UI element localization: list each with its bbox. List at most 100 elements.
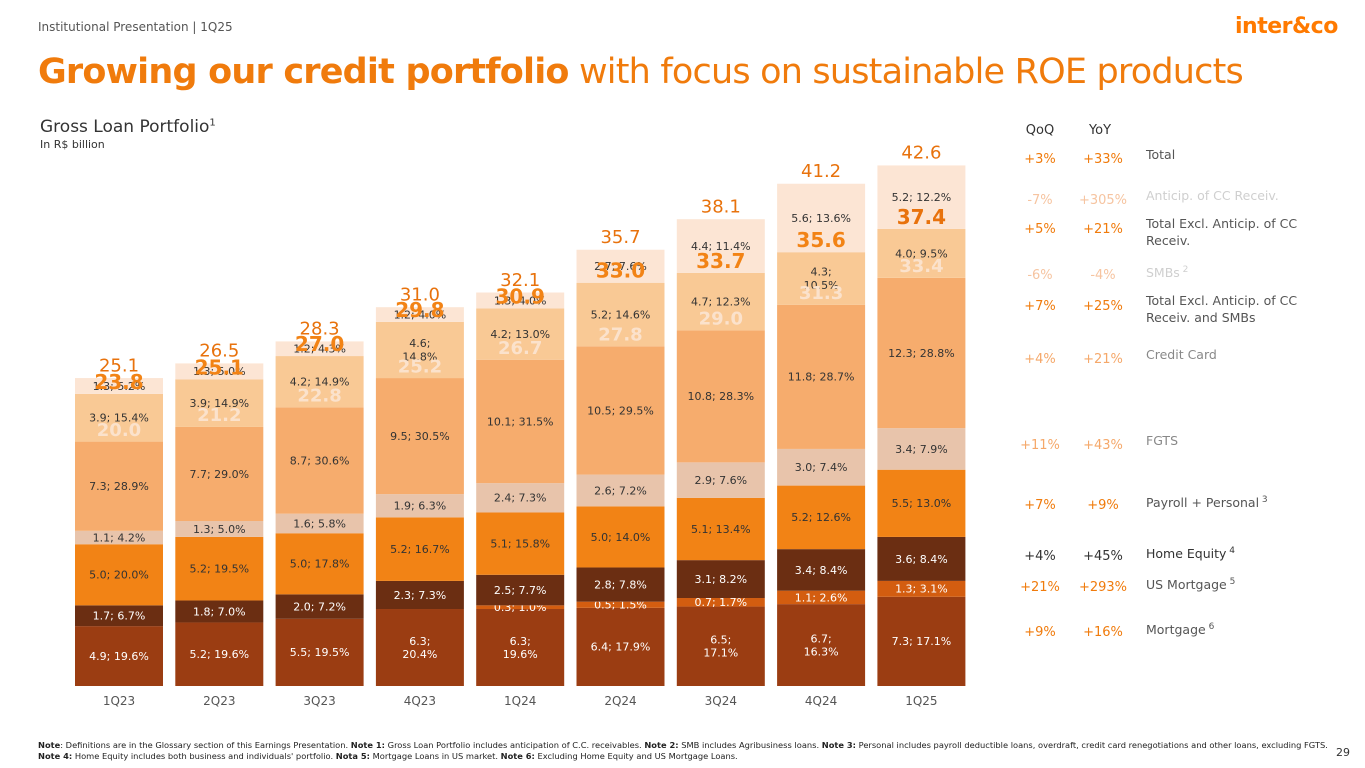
bar-segment-label: 4.6; 14.8% (402, 337, 437, 363)
subtotal-excl-smbs-label: 31.3 (799, 283, 843, 304)
bar-segment-label: 2.6; 7.2% (594, 484, 647, 497)
bar-segment-label: 5.2; 14.6% (591, 308, 651, 321)
segment-label-superscript: 2 (1179, 265, 1189, 275)
yoy-value: +21% (1083, 222, 1123, 237)
bar-segment (576, 346, 665, 475)
bar-segment-label: 0.7; 1.7% (694, 596, 747, 609)
bar-segment-label: 5.2; 19.5% (189, 563, 249, 576)
bar-segment (676, 219, 765, 273)
bar-segment (777, 304, 866, 449)
chart-title: Gross Loan Portfolio1 (40, 117, 216, 137)
bar-segment-label: 1.3; 4.0% (494, 294, 547, 307)
qoq-value: +21% (1020, 580, 1060, 595)
bar-segment-label: 11.8; 28.7% (788, 371, 855, 384)
subtotal-excl-anticip-label: 29.8 (395, 298, 444, 322)
bar-segment-label: 1.6; 5.8% (293, 517, 346, 530)
bar-segment-label: 1.8; 7.0% (193, 605, 246, 618)
bar-segment (877, 469, 966, 537)
bar-segment (476, 308, 565, 360)
bar-segment-label: 2.4; 7.3% (494, 492, 547, 505)
chart-unit: In R$ billion (40, 138, 105, 151)
bar-segment-label: 10.1; 31.5% (487, 415, 554, 428)
subtotal-excl-smbs-label: 25.2 (398, 356, 442, 377)
x-axis-tick-label: 4Q23 (404, 694, 436, 708)
bar-segment-label: 4.7; 12.3% (691, 296, 751, 309)
bar-segment-label: 7.7; 29.0% (189, 468, 249, 481)
bar-segment-label: 4.0; 9.5% (895, 247, 948, 260)
bar-segment-label: 1.2; 4.3% (293, 343, 346, 356)
subtotal-excl-anticip-label: 35.6 (796, 228, 845, 252)
footnote-n4-label: Note 4: (38, 751, 73, 761)
stacked-bar-chart: 4.9; 19.6% 1.7; 6.7% 5.0; 20.0% 1.1; 4.2% 7.… (75, 143, 966, 708)
segment-label-superscript: 6 (1205, 622, 1215, 632)
footnote-n3-label: Note 3: (821, 740, 856, 750)
footnote: Note: Definitions are in the Glossary se… (38, 740, 1338, 762)
bar-segment (175, 363, 264, 380)
bar-segment-label: 3.1; 8.2% (694, 573, 747, 586)
qoq-value: +4% (1024, 352, 1056, 367)
x-axis-tick-label: 1Q24 (504, 694, 536, 708)
bar-total-label: 26.5 (199, 341, 239, 362)
segment-label: US Mortgage 5 (1146, 577, 1236, 593)
bar-segment-label: 6.5; 17.1% (703, 634, 738, 660)
footnote-n4: Home Equity includes both business and i… (72, 751, 336, 761)
bar-segment-label: 4.2; 14.9% (290, 376, 350, 389)
x-axis-tick-label: 3Q23 (303, 694, 335, 708)
page-title-bold: Growing our credit portfolio (38, 52, 569, 92)
x-axis-tick-label: 4Q24 (805, 694, 837, 708)
qoq-value: +9% (1024, 625, 1056, 640)
bar-segment-label: 3.6; 8.4% (895, 553, 948, 566)
bar-segment (877, 277, 966, 429)
bar-segment-label: 7.3; 17.1% (892, 635, 952, 648)
footnote-n1-label: Note 1: (350, 740, 385, 750)
bar-segment (576, 601, 665, 608)
bar-segment (75, 530, 163, 545)
yoy-value: +16% (1083, 625, 1123, 640)
bar-segment-label: 8.7; 30.6% (290, 454, 350, 467)
yoy-value: -4% (1090, 268, 1116, 283)
bar-segment-label: 10.8; 28.3% (687, 390, 754, 403)
bar-segment (75, 544, 163, 606)
bar-segment (175, 622, 264, 686)
bar-segment-label: 4.2; 13.0% (490, 328, 550, 341)
yoy-header: YoY (1088, 123, 1112, 138)
x-axis-tick-label: 1Q25 (905, 694, 937, 708)
bar-segment (777, 549, 866, 591)
subtotal-excl-smbs-label: 29.0 (699, 309, 743, 330)
bar-segment (75, 441, 163, 531)
qoq-value: -6% (1027, 268, 1053, 283)
qoq-value: +7% (1024, 498, 1056, 513)
bar-segment (476, 609, 565, 686)
page-number: 29 (1336, 746, 1350, 759)
segment-label-superscript: 4 (1226, 546, 1236, 556)
bar-segment-label: 5.1; 13.4% (691, 523, 751, 536)
yoy-value: +9% (1087, 498, 1119, 513)
segment-label: Total Excl. Anticip. of CC Receiv. and S… (1146, 293, 1298, 325)
bar-segment (777, 183, 866, 253)
bar-segment (476, 359, 565, 484)
bar-segment (175, 379, 264, 427)
yoy-value: +25% (1083, 299, 1123, 314)
subtotal-excl-anticip-label: 33.7 (696, 249, 745, 273)
qoq-header: QoQ (1025, 123, 1055, 138)
bar-segment (375, 378, 464, 495)
bar-segment (476, 605, 565, 610)
bar-segment (175, 536, 264, 601)
bar-total-label: 41.2 (801, 161, 841, 182)
bar-segment-label: 3.9; 15.4% (89, 412, 149, 425)
bar-segment (676, 462, 765, 498)
bar-segment-label: 1.1; 2.6% (795, 591, 848, 604)
footnote-n2: SMB includes Agribusiness loans. (678, 740, 822, 750)
bar-segment (877, 428, 966, 470)
bar-segment-label: 3.9; 14.9% (189, 397, 249, 410)
bar-segment-label: 6.7; 16.3% (804, 632, 839, 658)
bar-segment-label: 1.3; 5.0% (193, 365, 246, 378)
bar-segment-label: 3.4; 8.4% (795, 564, 848, 577)
qoq-value: +4% (1024, 549, 1056, 564)
bar-segment (777, 604, 866, 686)
bar-segment-label: 4.9; 19.6% (89, 650, 149, 663)
segment-label: Payroll + Personal 3 (1146, 495, 1268, 511)
bar-segment (375, 494, 464, 518)
bar-segment (375, 609, 464, 686)
bar-segment-label: 6.3; 19.6% (503, 635, 538, 661)
